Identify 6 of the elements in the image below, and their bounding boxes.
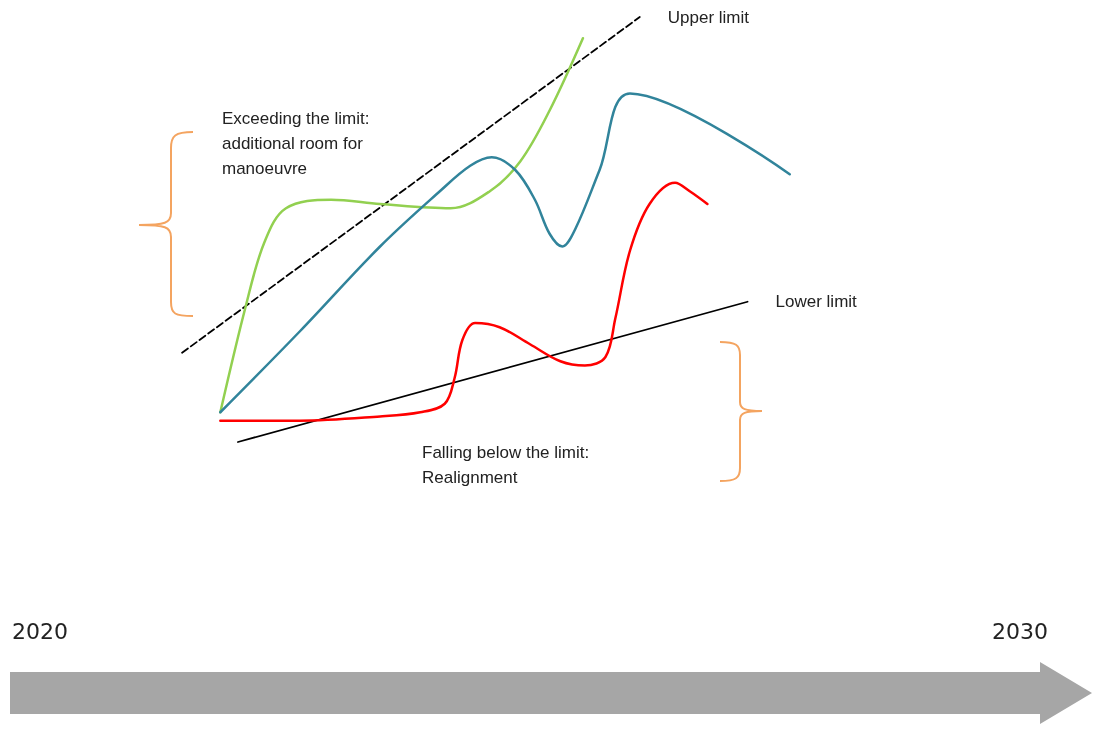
- x-tick-label: 2020: [12, 618, 68, 644]
- annotation: Exceeding the limit: additional room for manoeuvre: [222, 109, 370, 178]
- text: Falling below the limit: Realignment: [422, 443, 590, 487]
- series-label: Lower limit: [775, 292, 858, 312]
- x-tick-label: 2030: [992, 618, 1048, 644]
- series-label: Upper limit: [667, 7, 750, 27]
